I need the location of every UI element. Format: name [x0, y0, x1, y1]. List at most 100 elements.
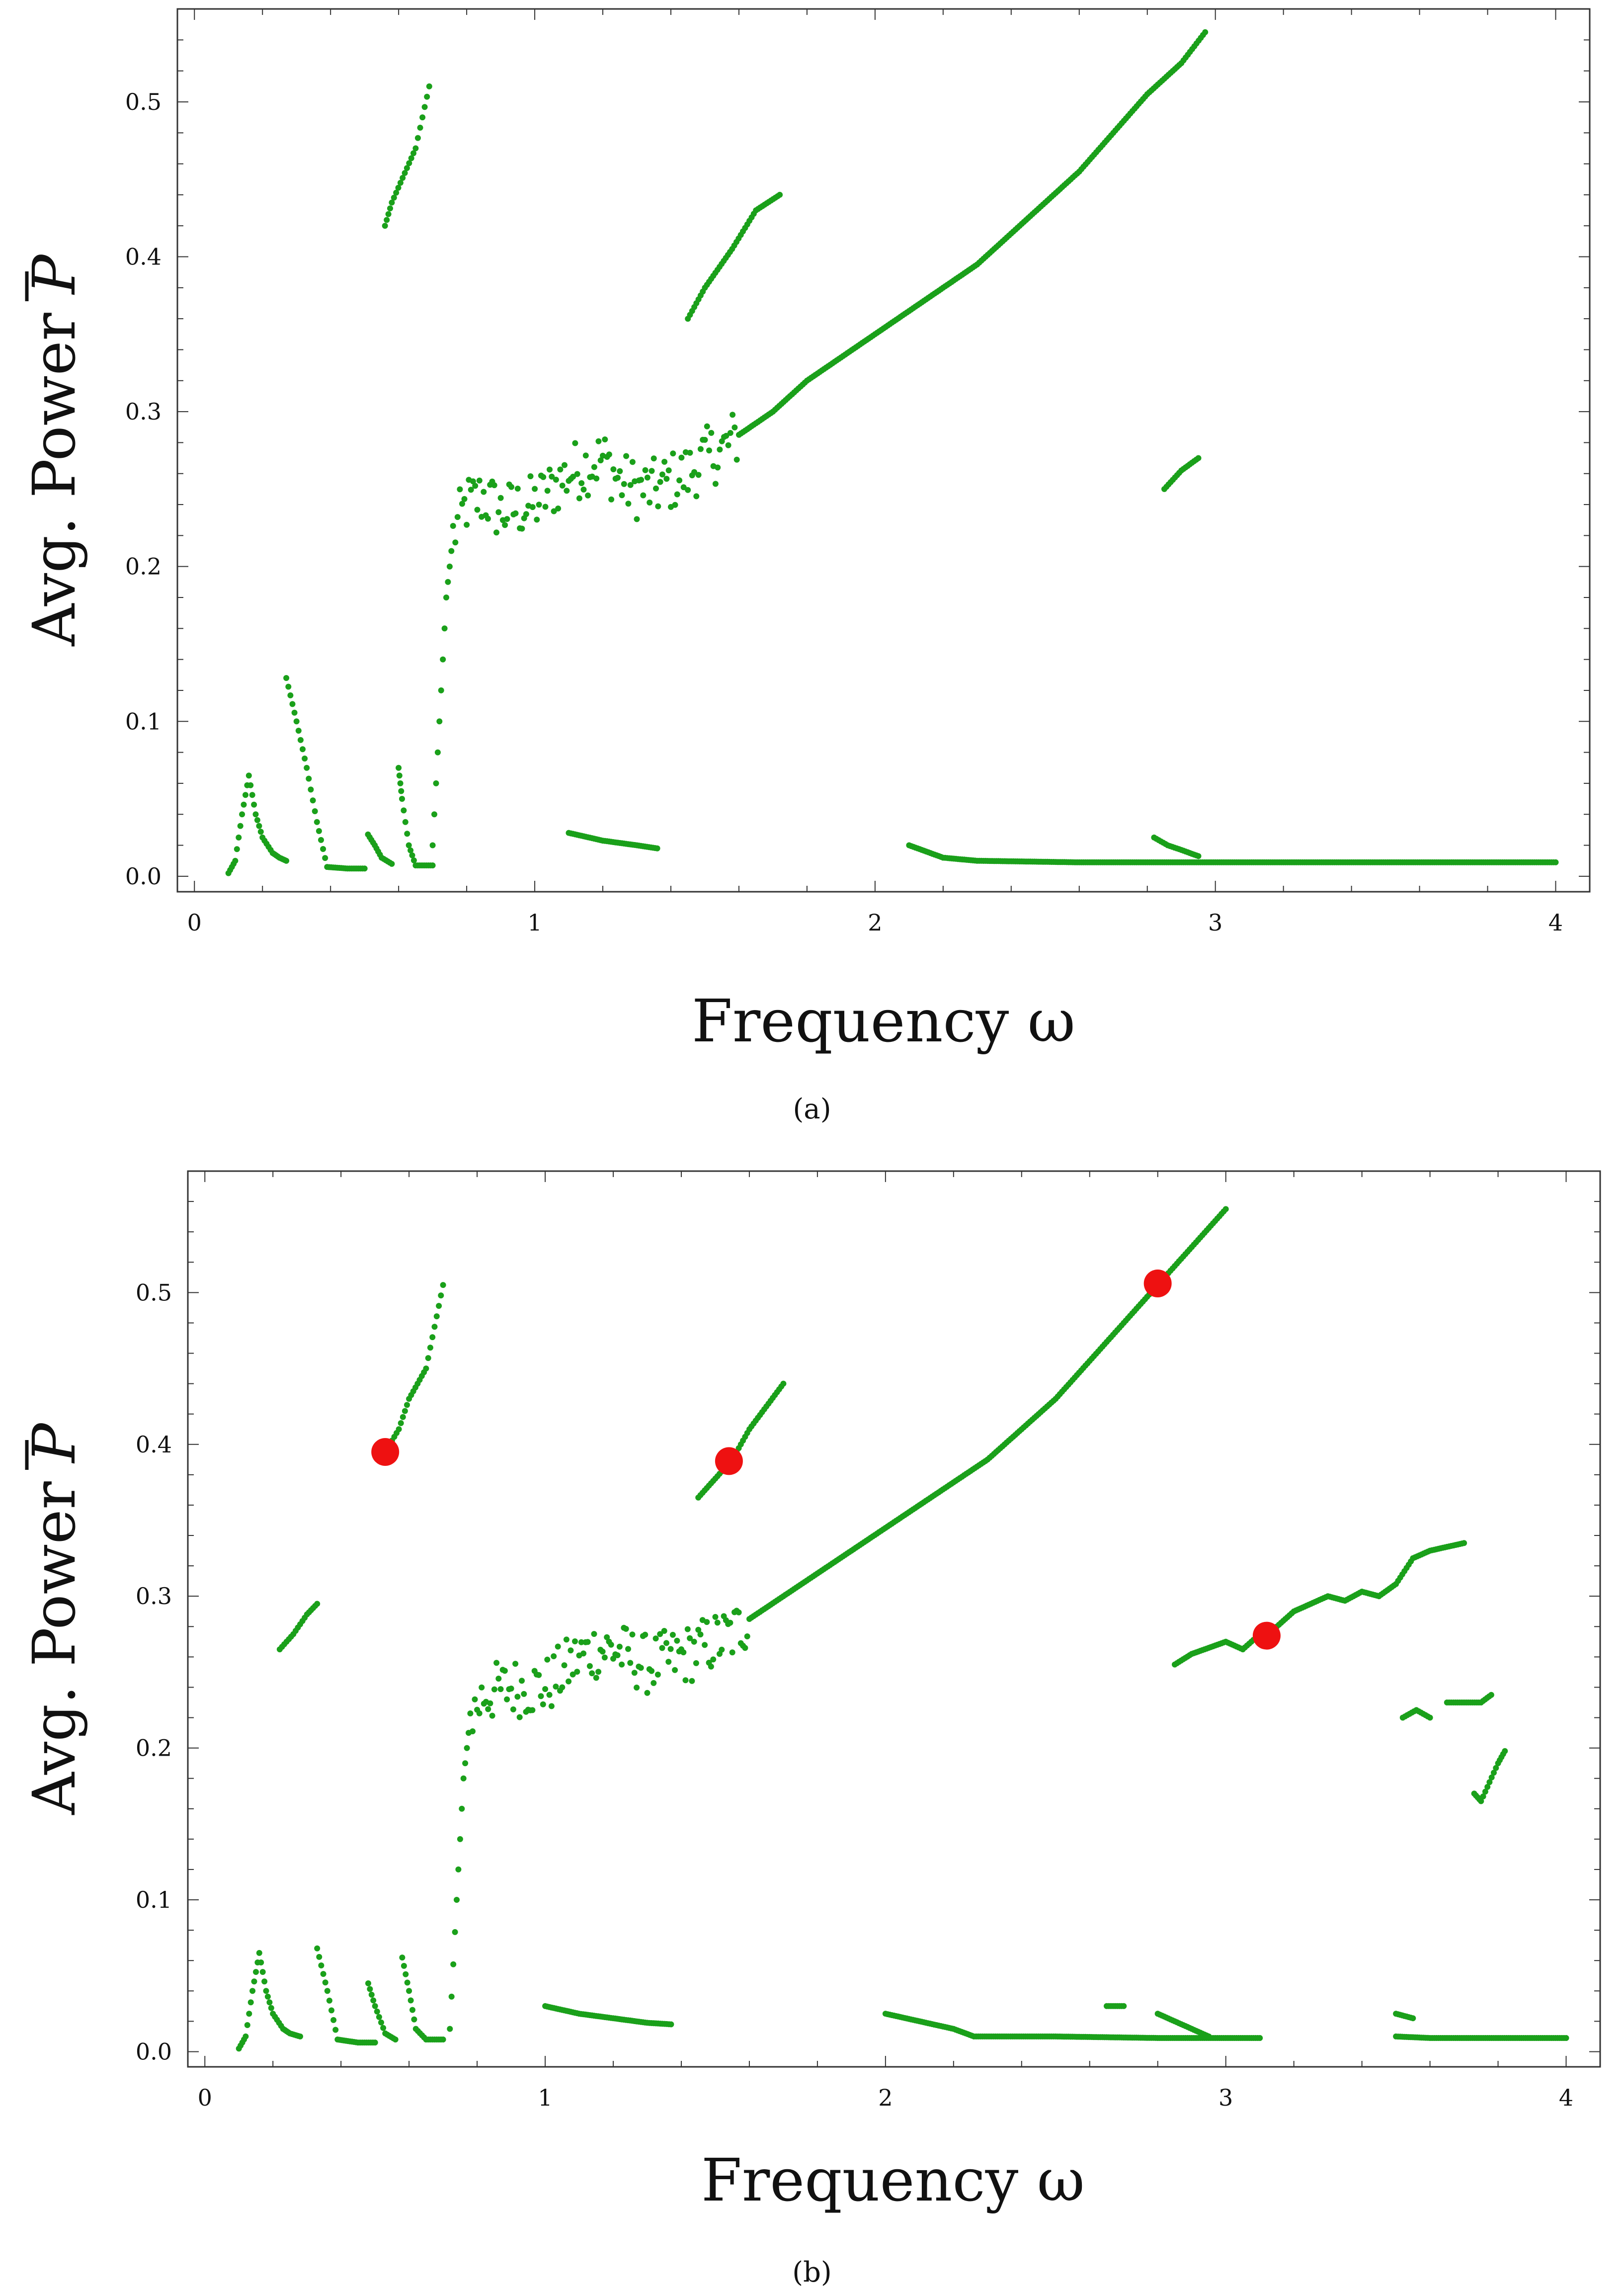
data-point	[653, 485, 659, 492]
data-point	[406, 1988, 412, 1994]
data-point	[733, 456, 740, 463]
data-point	[712, 481, 719, 487]
data-point	[642, 1631, 649, 1638]
y-tick-label: 0.0	[125, 863, 162, 890]
panel-a: 0 1 2 3 4 0.0 0.1 0.2 0.3 0.4 0.5 Frequency ω Avg.…	[20, 8, 1591, 1125]
data-point	[501, 1668, 508, 1674]
data-point	[431, 1324, 438, 1330]
data-point	[570, 474, 576, 480]
data-point	[423, 1365, 429, 1372]
data-point	[502, 522, 508, 528]
data-point	[247, 1999, 254, 2006]
data-point	[259, 1969, 266, 1975]
data-point	[514, 1694, 521, 1700]
data-point	[443, 595, 449, 600]
data-point	[735, 1609, 742, 1615]
data-point	[457, 1836, 463, 1842]
marks-a	[225, 29, 1559, 876]
data-point	[574, 1669, 580, 1675]
data-point	[395, 184, 402, 191]
data-point	[532, 486, 538, 492]
y-tick-label: 0.4	[125, 244, 162, 270]
data-point	[464, 521, 470, 528]
data-point	[426, 83, 432, 89]
data-point	[485, 515, 491, 522]
caption-b: (b)	[792, 2256, 832, 2289]
data-point	[306, 775, 312, 782]
data-point	[731, 424, 738, 430]
plot-frame-b	[187, 1170, 1601, 2068]
data-point	[406, 160, 412, 167]
data-point	[370, 1997, 377, 2004]
data-point	[287, 692, 294, 698]
data-point	[621, 481, 627, 487]
data-point	[619, 492, 625, 499]
data-point	[404, 1979, 410, 1986]
x-tick-label: 4	[1559, 2084, 1573, 2111]
data-point	[649, 1668, 655, 1674]
data-point	[670, 450, 676, 457]
data-point	[389, 860, 395, 867]
data-point	[725, 442, 731, 448]
x-tick-label: 3	[1218, 2084, 1233, 2111]
data-point	[392, 2037, 399, 2042]
data-point	[283, 675, 290, 681]
y-axis-title-main-a: Avg. Power	[20, 294, 88, 647]
panel-b: 0 1 2 3 4 0.0 0.1 0.2 0.3 0.4 0.5 Frequency ω Avg.…	[20, 1170, 1601, 2289]
marks-b	[236, 1206, 1569, 2052]
data-point	[436, 718, 443, 725]
data-point	[1502, 1748, 1508, 1754]
data-point	[582, 452, 589, 459]
data-point	[601, 1654, 608, 1661]
data-point	[638, 1665, 644, 1671]
data-point	[657, 479, 663, 485]
data-point	[623, 453, 630, 459]
data-point	[627, 1660, 634, 1666]
data-point	[566, 1678, 572, 1685]
data-point	[361, 865, 368, 872]
data-point	[460, 1775, 467, 1782]
data-point	[474, 507, 481, 513]
data-point	[457, 486, 463, 493]
data-point	[652, 1635, 659, 1642]
data-point	[409, 2007, 415, 2013]
data-point	[574, 471, 580, 477]
data-point	[397, 780, 404, 786]
data-point	[424, 93, 430, 100]
data-point	[704, 1619, 710, 1625]
data-point	[431, 811, 437, 818]
data-point	[608, 1641, 614, 1648]
data-point	[608, 496, 615, 503]
data-point	[730, 412, 736, 418]
y-axis-title-b: Avg. Power P	[20, 1422, 88, 1815]
data-point	[1202, 29, 1209, 35]
x-tick-label: 4	[1548, 909, 1563, 936]
data-point	[780, 1380, 787, 1387]
data-point	[328, 2007, 334, 2014]
data-point	[508, 484, 514, 490]
data-point	[318, 837, 324, 843]
data-point	[450, 1961, 457, 1967]
tick-labels-b: 0 1 2 3 4 0.0 0.1 0.2 0.3 0.4 0.5	[136, 1279, 1573, 2111]
data-point	[1563, 2035, 1569, 2041]
data-point	[693, 1660, 699, 1666]
x-axis-title-a: Frequency ω	[692, 987, 1075, 1055]
data-point	[251, 1978, 257, 1985]
data-point	[245, 772, 252, 779]
data-point	[438, 1292, 444, 1299]
data-point	[1410, 2015, 1416, 2022]
data-point	[252, 811, 259, 818]
plot-frame-a	[176, 8, 1591, 893]
data-point	[1493, 1765, 1499, 1771]
data-point	[459, 501, 465, 507]
data-point	[249, 1988, 256, 1994]
data-point	[674, 491, 680, 498]
data-point	[616, 1643, 623, 1650]
data-point	[396, 772, 403, 779]
data-point	[1552, 859, 1559, 865]
data-point	[468, 487, 474, 493]
data-point	[487, 1700, 493, 1706]
data-point	[702, 436, 708, 443]
data-point	[512, 1661, 519, 1667]
data-point	[446, 563, 453, 570]
